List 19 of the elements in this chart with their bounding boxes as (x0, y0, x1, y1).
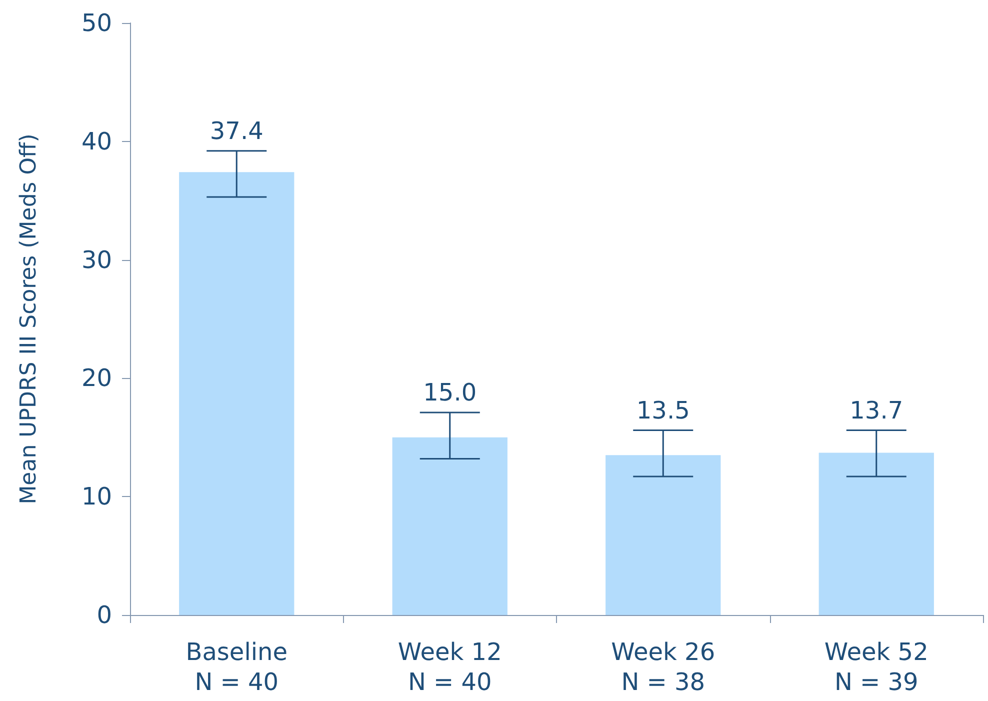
x-tick-label: Baseline N = 40 (186, 638, 288, 696)
x-tick-label: Week 12 N = 40 (398, 638, 502, 696)
y-tick-label: 20 (81, 364, 112, 392)
y-tick-label: 50 (81, 9, 112, 37)
data-label: 15.0 (423, 378, 477, 407)
data-label: 13.5 (636, 396, 690, 424)
bar (179, 172, 294, 615)
bar (392, 437, 508, 615)
x-tick-label: Week 52 N = 39 (824, 638, 928, 696)
y-tick-label: 10 (81, 482, 112, 511)
bar (818, 452, 934, 615)
y-axis-title: Mean UPDRS III Scores (Meds Off) (16, 134, 42, 504)
data-label: 37.4 (210, 116, 264, 145)
y-tick-label: 30 (81, 246, 112, 274)
data-label: 13.7 (850, 396, 904, 424)
y-tick-label: 40 (81, 127, 112, 156)
bar (606, 455, 721, 615)
y-tick-label: 0 (96, 601, 112, 629)
x-tick-label: Week 26 N = 38 (611, 638, 716, 696)
